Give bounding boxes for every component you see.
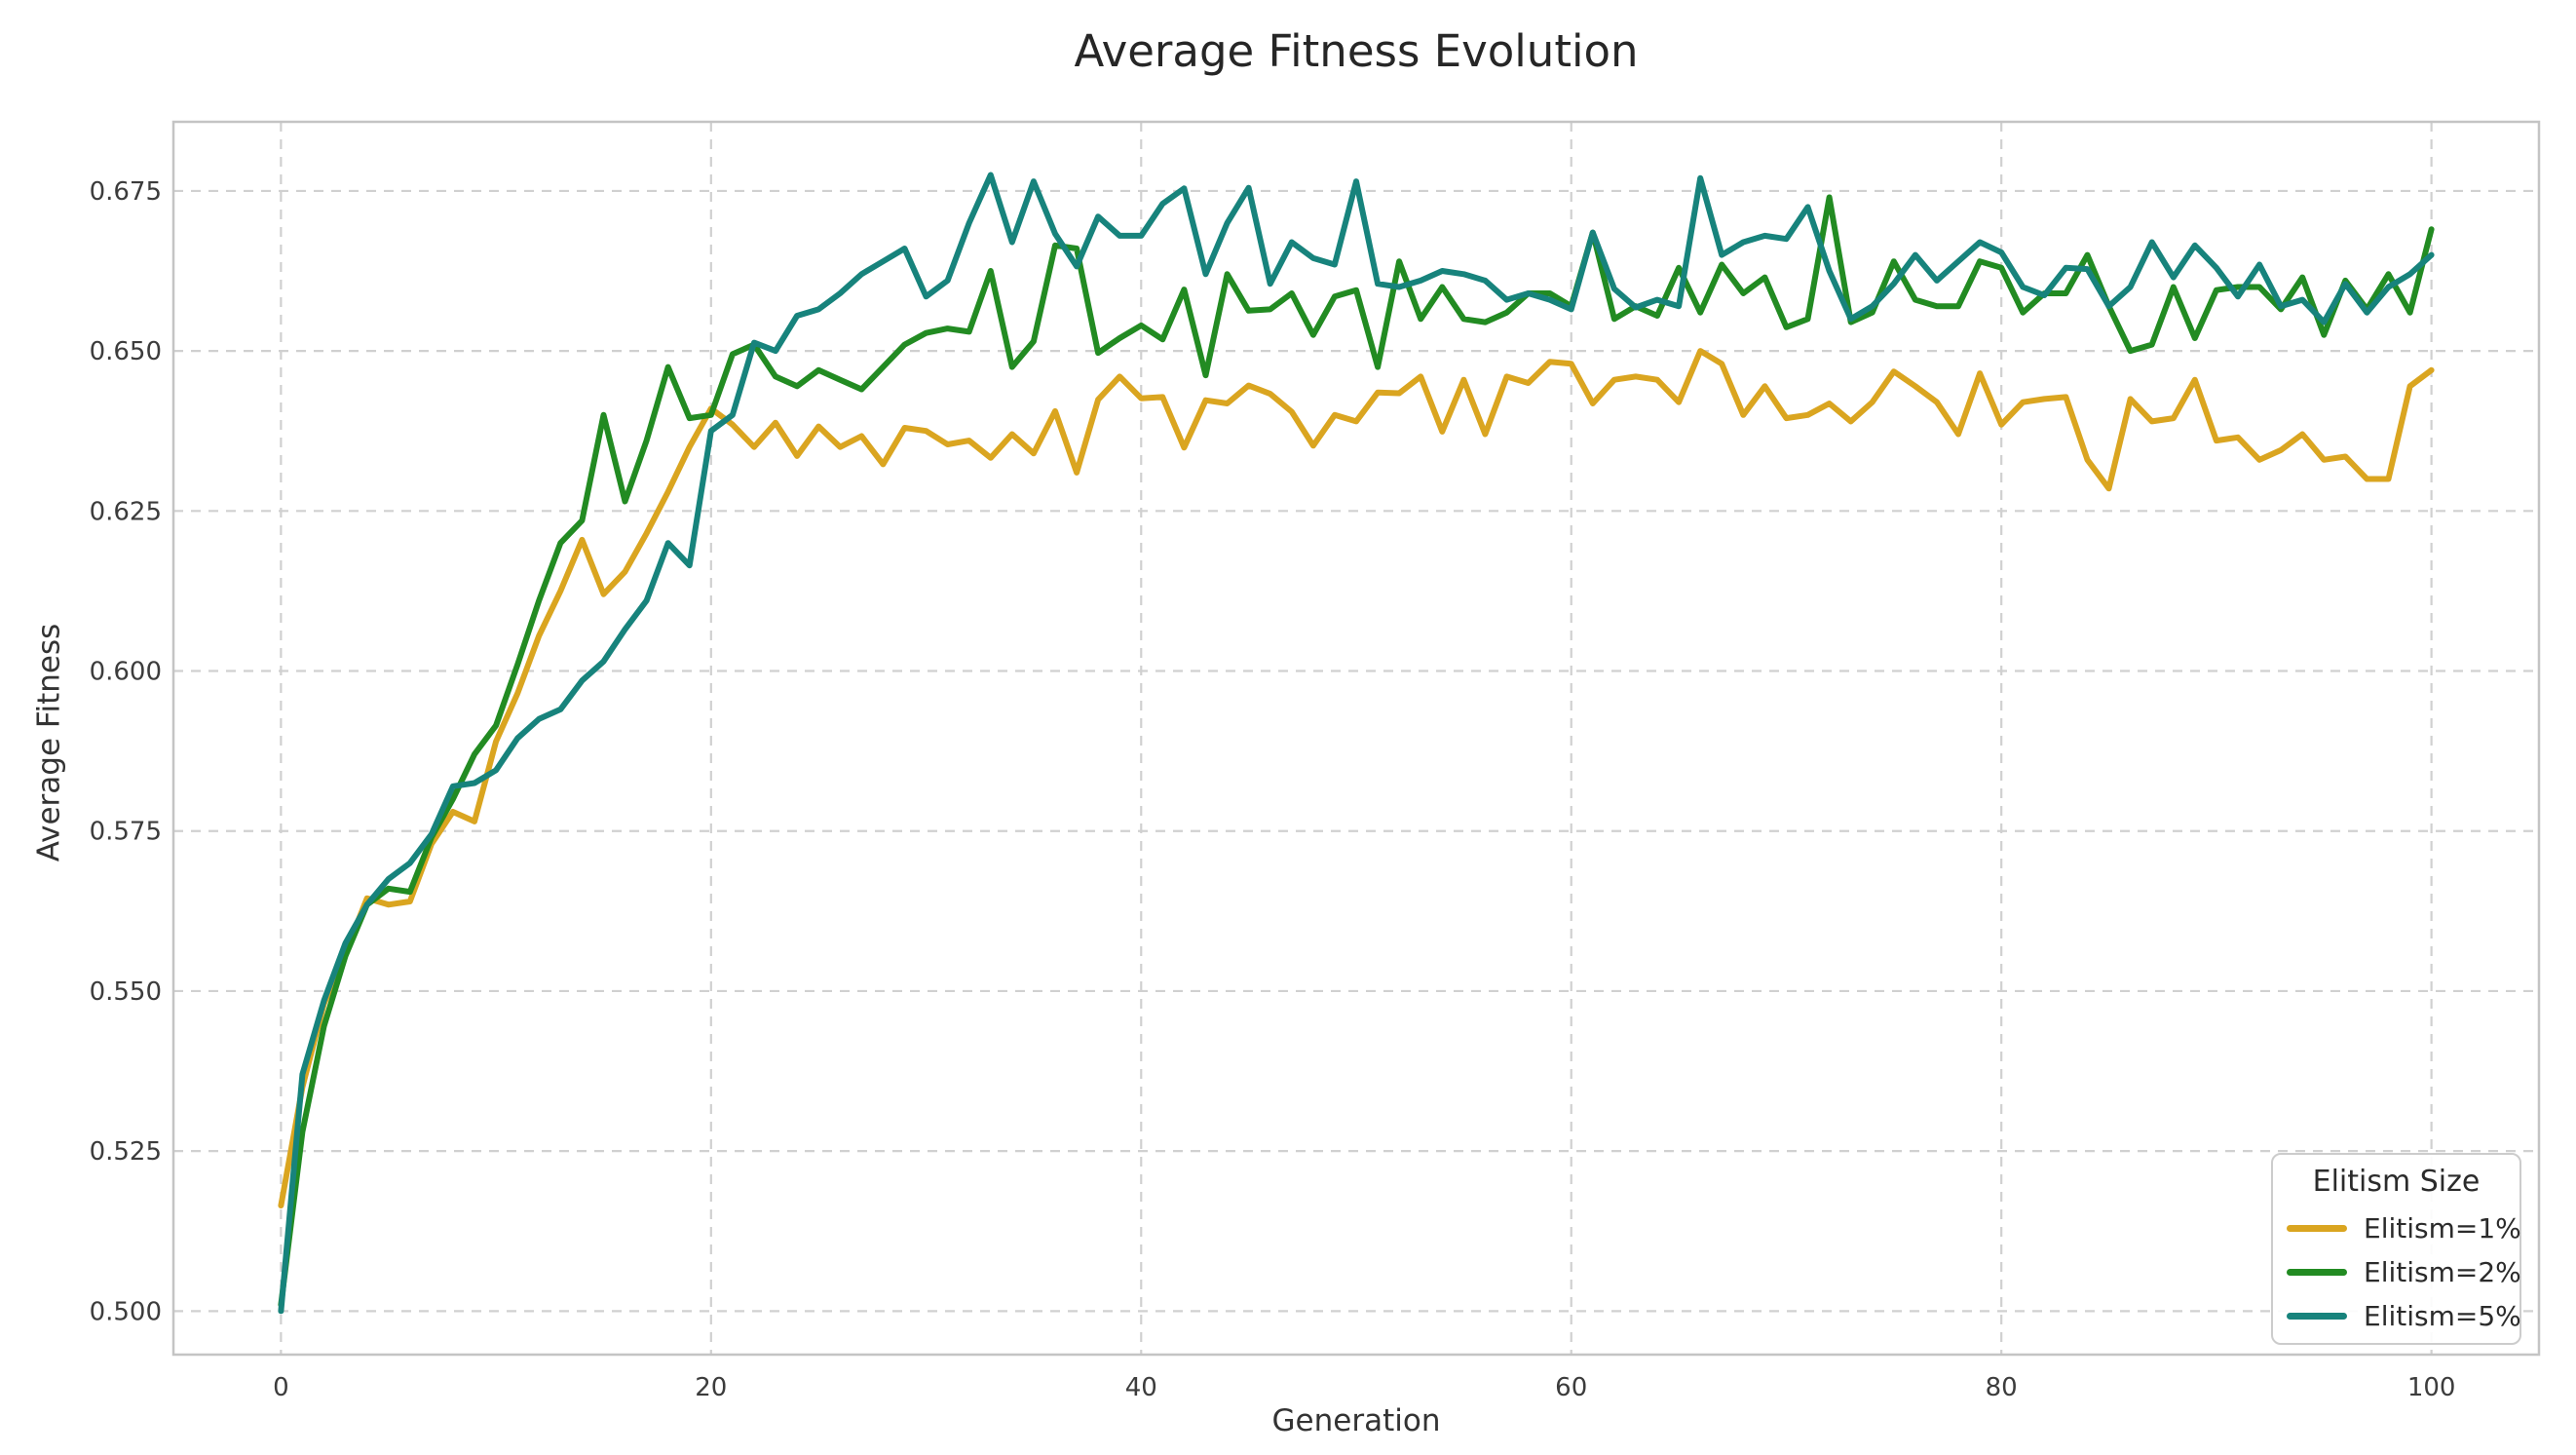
- legend-line-swatch: [2287, 1269, 2347, 1276]
- legend-item: Elitism=5%: [2287, 1294, 2521, 1338]
- legend: Elitism Size Elitism=1% Elitism=2% Elitism…: [2271, 1153, 2521, 1345]
- legend-item: Elitism=2%: [2287, 1250, 2521, 1294]
- y-tick-label: 0.525: [90, 1137, 162, 1167]
- legend-label: Elitism=5%: [2364, 1300, 2521, 1332]
- series-line-elitism-5-: [278, 172, 2435, 1315]
- x-tick-label: 80: [1986, 1373, 2018, 1402]
- plot-border: [171, 120, 2541, 1357]
- x-tick-label: 100: [2407, 1373, 2456, 1402]
- legend-label: Elitism=2%: [2364, 1256, 2521, 1288]
- legend-line-swatch: [2287, 1225, 2347, 1232]
- legend-items: Elitism=1% Elitism=2% Elitism=5%: [2287, 1206, 2521, 1338]
- y-tick-label: 0.600: [90, 658, 162, 687]
- y-tick-label: 0.575: [90, 818, 162, 847]
- legend-title: Elitism Size: [2312, 1165, 2481, 1199]
- y-tick-label: 0.625: [90, 497, 162, 526]
- y-axis-label: Average Fitness: [31, 623, 67, 862]
- legend-line-swatch: [2287, 1313, 2347, 1320]
- legend-label: Elitism=1%: [2364, 1212, 2521, 1244]
- y-tick-label: 0.675: [90, 177, 162, 207]
- y-tick-label: 0.550: [90, 977, 162, 1007]
- x-tick-label: 20: [695, 1373, 727, 1402]
- y-tick-label: 0.650: [90, 337, 162, 366]
- x-tick-label: 60: [1555, 1373, 1587, 1402]
- y-tick-label: 0.500: [90, 1297, 162, 1326]
- legend-item: Elitism=1%: [2287, 1206, 2521, 1250]
- series-line-elitism-2-: [278, 194, 2435, 1308]
- series-line-elitism-1-: [278, 348, 2435, 1208]
- x-tick-label: 40: [1125, 1373, 1157, 1402]
- x-axis-label: Generation: [1271, 1403, 1441, 1438]
- x-tick-label: 0: [273, 1373, 289, 1402]
- chart-title: Average Fitness Evolution: [1074, 25, 1639, 77]
